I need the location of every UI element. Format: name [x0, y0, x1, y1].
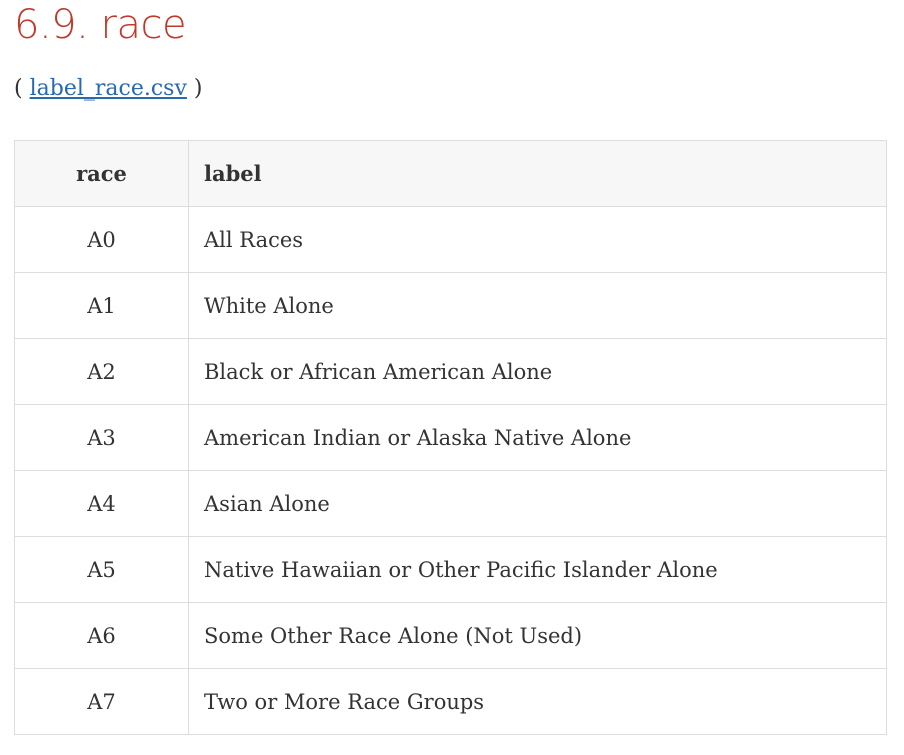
race-label-cell: American Indian or Alaska Native Alone	[188, 404, 887, 471]
close-paren: )	[193, 76, 203, 101]
race-label-cell: White Alone	[188, 272, 887, 339]
table-row: A3 American Indian or Alaska Native Alone	[14, 404, 887, 471]
race-code-cell: A7	[14, 668, 189, 735]
source-line: ( label_race.csv )	[14, 76, 203, 101]
header-race: race	[14, 140, 189, 207]
race-code-cell: A5	[14, 536, 189, 603]
header-row: race label	[14, 140, 887, 207]
table-row: A1 White Alone	[14, 272, 887, 339]
race-label-cell: All Races	[188, 206, 887, 273]
race-code-cell: A6	[14, 602, 189, 669]
race-label-cell: Two or More Race Groups	[188, 668, 887, 735]
race-code-cell: A1	[14, 272, 189, 339]
race-label-cell: Some Other Race Alone (Not Used)	[188, 602, 887, 669]
race-label-cell: Black or African American Alone	[188, 338, 887, 405]
table-row: A4 Asian Alone	[14, 470, 887, 537]
table-row: A6 Some Other Race Alone (Not Used)	[14, 602, 887, 669]
race-label-cell: Asian Alone	[188, 470, 887, 537]
race-code-cell: A3	[14, 404, 189, 471]
race-code-cell: A2	[14, 338, 189, 405]
table-row: A2 Black or African American Alone	[14, 338, 887, 405]
csv-link[interactable]: label_race.csv	[29, 76, 187, 101]
race-table: race label A0 All Races A1 White Alone A2 Bla…	[14, 140, 887, 735]
table-row: A5 Native Hawaiian or Other Pacific Islan…	[14, 536, 887, 603]
table-row: A0 All Races	[14, 206, 887, 273]
table-row: A7 Two or More Race Groups	[14, 668, 887, 735]
section-title: 6.9. race	[14, 2, 187, 48]
race-code-cell: A0	[14, 206, 189, 273]
open-paren: (	[14, 76, 23, 101]
header-label: label	[188, 140, 887, 207]
race-label-cell: Native Hawaiian or Other Pacific Islande…	[188, 536, 887, 603]
race-code-cell: A4	[14, 470, 189, 537]
